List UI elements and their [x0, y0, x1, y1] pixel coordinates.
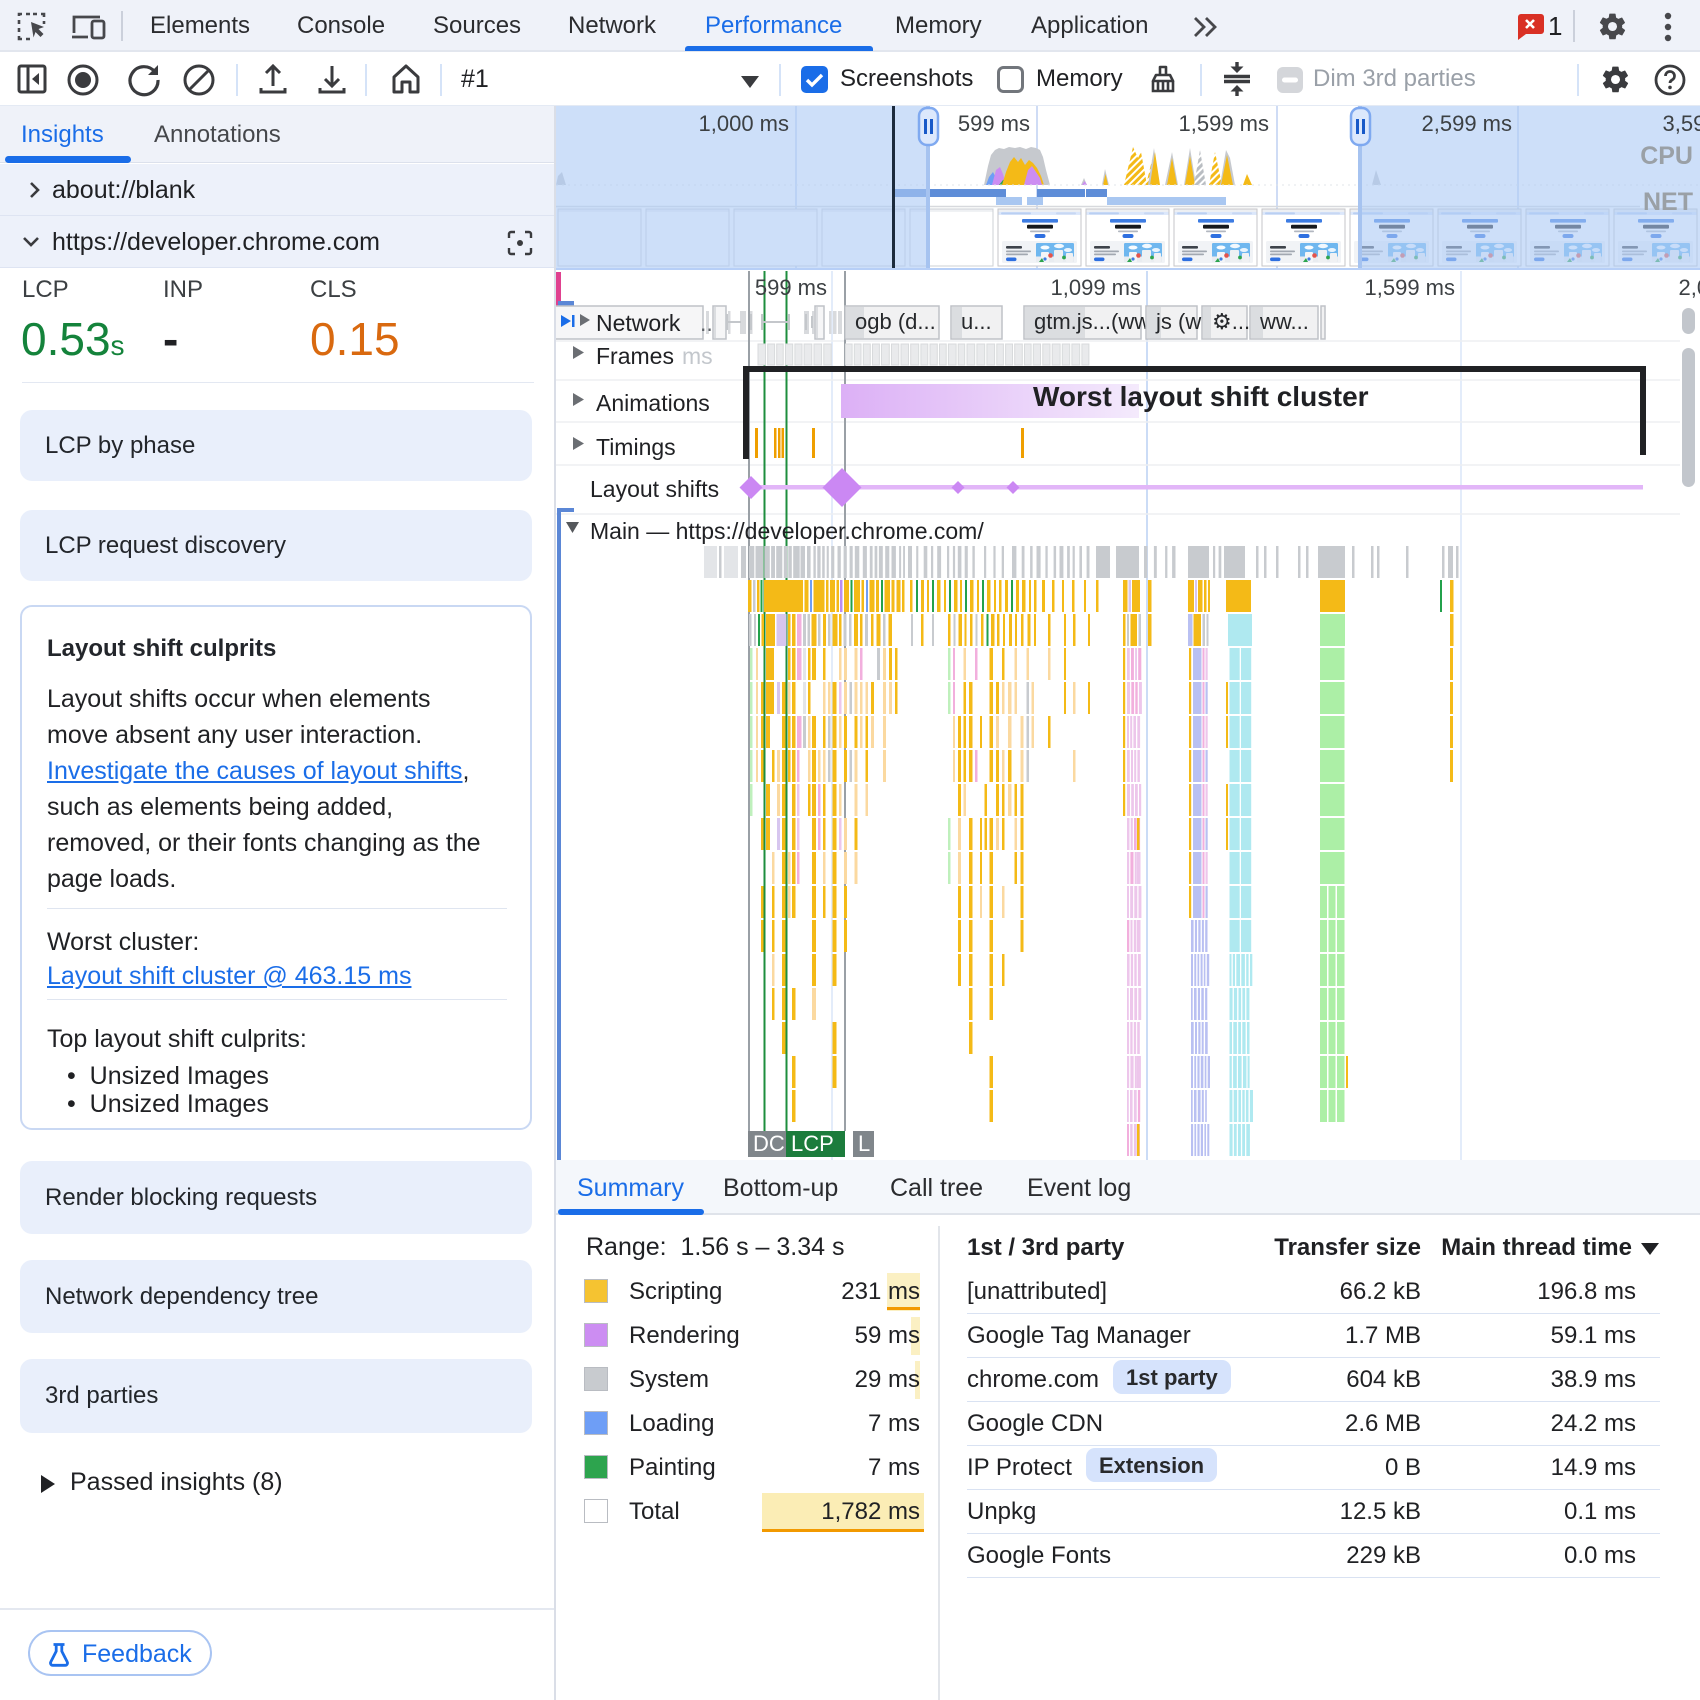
svg-text:CPU: CPU — [1640, 142, 1693, 170]
svg-text:Timings: Timings — [596, 434, 676, 460]
svg-text:3,599 ms: 3,599 ms — [1663, 111, 1700, 136]
svg-text:Main — https://developer.chrom: Main — https://developer.chrome.com/ — [590, 518, 984, 544]
svg-text:1,599 ms: 1,599 ms — [1179, 111, 1270, 136]
svg-text:L: L — [858, 1131, 870, 1156]
svg-text:Animations: Animations — [596, 390, 710, 416]
svg-text:1,599 ms: 1,599 ms — [1365, 275, 1456, 300]
svg-text:599 ms: 599 ms — [755, 275, 827, 300]
svg-text:LCP: LCP — [791, 1131, 834, 1156]
svg-text:599 ms: 599 ms — [958, 111, 1030, 136]
svg-text:..: .. — [700, 310, 713, 336]
svg-text:Layout shifts: Layout shifts — [590, 476, 719, 502]
svg-text:ogb (d...: ogb (d... — [855, 309, 936, 334]
svg-text:DC: DC — [753, 1131, 785, 1156]
svg-text:u...: u... — [961, 309, 992, 334]
svg-text:ww...: ww... — [1259, 309, 1309, 334]
svg-text:Network: Network — [596, 310, 681, 336]
svg-text:ms: ms — [682, 343, 713, 369]
svg-text:2,099 ms: 2,099 ms — [1679, 275, 1700, 300]
svg-text:1,099 ms: 1,099 ms — [1051, 275, 1142, 300]
svg-text:js (w.: js (w. — [1155, 309, 1206, 334]
svg-text:2,599 ms: 2,599 ms — [1422, 111, 1513, 136]
svg-text:NET: NET — [1643, 188, 1693, 216]
svg-text:Frames: Frames — [596, 343, 674, 369]
svg-text:1,000 ms: 1,000 ms — [699, 111, 790, 136]
svg-text:Worst layout shift cluster: Worst layout shift cluster — [1033, 381, 1369, 412]
svg-text:gtm.js...(ww: gtm.js...(ww — [1034, 309, 1150, 334]
